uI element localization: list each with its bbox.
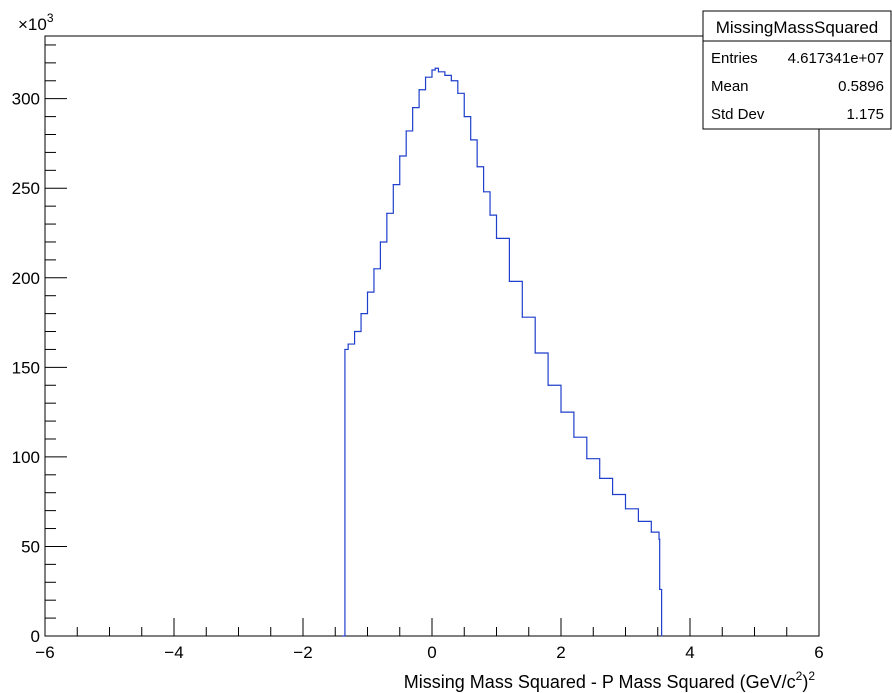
x-tick-label: 0 bbox=[427, 643, 436, 662]
data-point bbox=[373, 268, 375, 270]
data-point bbox=[658, 538, 660, 540]
data-point bbox=[661, 635, 663, 637]
y-multiplier: ×103 bbox=[18, 11, 54, 34]
data-point bbox=[434, 67, 436, 69]
data-point bbox=[444, 74, 446, 77]
data-point bbox=[392, 184, 394, 186]
data-point bbox=[431, 69, 433, 71]
data-point bbox=[521, 316, 523, 318]
stats-mean-label: Mean bbox=[711, 78, 749, 95]
data-point bbox=[599, 477, 601, 479]
x-tick-label: 4 bbox=[685, 643, 694, 662]
x-axis-title-main: Missing Mass Squared - P Mass Squared (G… bbox=[404, 672, 796, 692]
x-axis-title-sup1: 2 bbox=[796, 669, 803, 683]
data-point bbox=[489, 214, 491, 216]
data-point bbox=[405, 130, 407, 132]
y-tick-label: 300 bbox=[12, 90, 40, 109]
stats-entries-label: Entries bbox=[711, 50, 758, 67]
x-tick-label: −6 bbox=[35, 643, 54, 662]
data-point bbox=[495, 237, 498, 239]
y-tick-label: 250 bbox=[12, 179, 40, 198]
data-point bbox=[470, 139, 472, 141]
data-point bbox=[366, 291, 369, 293]
data-point bbox=[360, 313, 362, 315]
data-point bbox=[624, 508, 627, 510]
y-tick-label: 200 bbox=[12, 269, 40, 288]
x-axis-title: Missing Mass Squared - P Mass Squared (G… bbox=[404, 669, 816, 692]
data-point bbox=[560, 411, 562, 413]
y-tick-label: 0 bbox=[31, 627, 40, 646]
data-point bbox=[573, 436, 575, 438]
x-axis: −6 −4 −2 0 2 4 6 bbox=[35, 618, 824, 662]
y-multiplier-exponent: 3 bbox=[47, 11, 54, 25]
y-axis: 0 50 100 150 200 250 300 bbox=[12, 44, 67, 646]
data-point bbox=[483, 191, 485, 193]
data-point bbox=[534, 352, 536, 354]
stats-stddev-label: Std Dev bbox=[711, 106, 765, 123]
data-point bbox=[342, 635, 344, 637]
data-point bbox=[476, 166, 478, 168]
stats-box-frame bbox=[702, 10, 892, 130]
y-multiplier-base: ×10 bbox=[18, 15, 47, 34]
data-point bbox=[386, 212, 388, 214]
stats-title: MissingMassSquared bbox=[716, 18, 879, 37]
x-tick-label: 2 bbox=[556, 643, 565, 662]
stats-box: MissingMassSquared Entries 4.617341e+07 … bbox=[702, 10, 892, 130]
stats-entries-value: 4.617341e+07 bbox=[788, 50, 884, 67]
x-axis-title-sup2: 2 bbox=[808, 669, 815, 683]
data-point bbox=[347, 343, 349, 345]
data-point bbox=[399, 155, 401, 157]
data-point bbox=[354, 330, 356, 333]
y-tick-label: 50 bbox=[21, 537, 40, 556]
data-point bbox=[463, 115, 465, 118]
stats-mean-value: 0.5896 bbox=[838, 78, 884, 95]
data-point bbox=[379, 241, 381, 243]
data-point bbox=[437, 71, 440, 73]
stats-stddev-value: 1.175 bbox=[846, 106, 884, 123]
x-tick-label: −2 bbox=[293, 643, 312, 662]
y-tick-label: 100 bbox=[12, 448, 40, 467]
data-point bbox=[508, 280, 510, 282]
data-point bbox=[612, 493, 614, 496]
x-tick-label: 6 bbox=[814, 643, 823, 662]
series-layer bbox=[342, 67, 663, 637]
data-point bbox=[412, 107, 414, 109]
data-point bbox=[586, 458, 588, 460]
data-point bbox=[650, 531, 652, 533]
series-line bbox=[342, 67, 663, 637]
data-point bbox=[344, 348, 346, 351]
data-point bbox=[418, 89, 420, 91]
data-point bbox=[637, 520, 640, 522]
data-point bbox=[424, 76, 427, 78]
x-axis-title-close: ) bbox=[802, 672, 808, 692]
data-point bbox=[450, 80, 452, 82]
data-point bbox=[457, 92, 459, 94]
y-tick-label: 150 bbox=[12, 358, 40, 377]
x-tick-label: −4 bbox=[164, 643, 183, 662]
data-point bbox=[547, 384, 549, 386]
data-point bbox=[659, 588, 661, 591]
